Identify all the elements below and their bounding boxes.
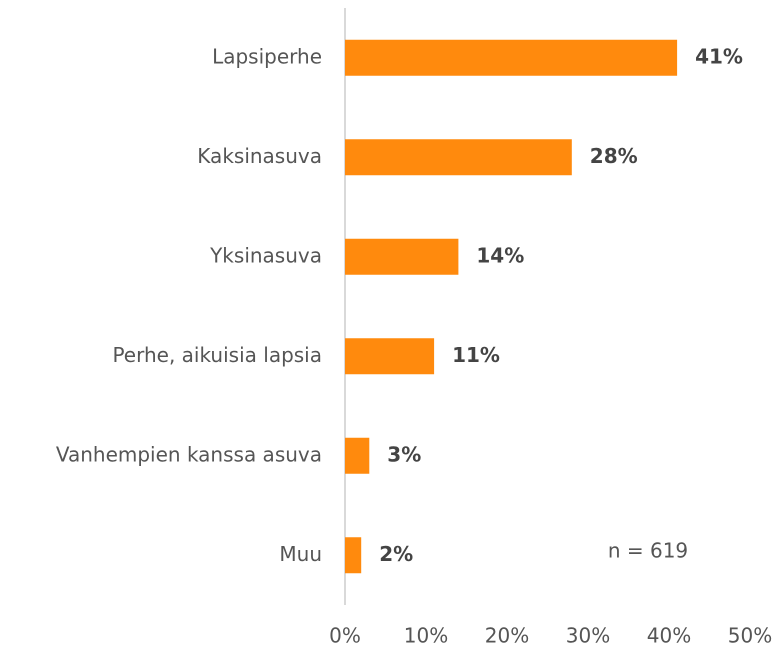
x-tick-label: 50% bbox=[728, 624, 772, 647]
bar bbox=[345, 39, 678, 76]
data-label: 11% bbox=[452, 343, 500, 367]
bar bbox=[345, 238, 459, 275]
annotation: n = 619 bbox=[608, 539, 688, 563]
y-tick-label: Yksinasuva bbox=[209, 243, 322, 267]
x-tick-label: 0% bbox=[329, 624, 361, 647]
y-tick-label: Kaksinasuva bbox=[197, 144, 322, 168]
data-label: 14% bbox=[476, 243, 524, 267]
bar bbox=[345, 338, 435, 375]
data-label: 41% bbox=[695, 44, 743, 68]
x-tick-label: 30% bbox=[566, 624, 610, 647]
bar bbox=[345, 537, 362, 574]
y-tick-label: Perhe, aikuisia lapsia bbox=[112, 343, 322, 367]
x-tick-label: 20% bbox=[485, 624, 529, 647]
bar bbox=[345, 139, 572, 176]
y-tick-label: Muu bbox=[279, 542, 322, 566]
data-label: 2% bbox=[379, 542, 413, 566]
y-tick-label: Vanhempien kanssa asuva bbox=[56, 442, 322, 466]
data-label: 3% bbox=[387, 442, 421, 466]
data-label: 28% bbox=[590, 144, 638, 168]
bar bbox=[345, 437, 370, 474]
x-tick-label: 10% bbox=[404, 624, 448, 647]
y-tick-label: Lapsiperhe bbox=[212, 44, 322, 68]
x-tick-label: 40% bbox=[647, 624, 691, 647]
